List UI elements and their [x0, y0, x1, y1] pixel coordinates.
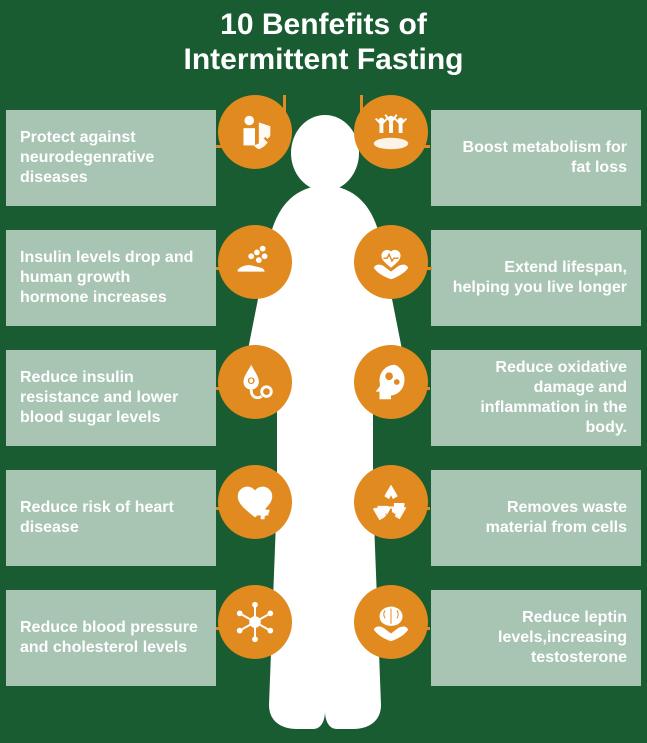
- benefit-text: Removes waste material from cells: [445, 498, 627, 538]
- svg-text:O: O: [247, 376, 255, 387]
- benefit-text: Reduce insulin resistance and lower bloo…: [20, 368, 202, 428]
- title: 10 Benfefits of Intermittent Fasting: [0, 8, 647, 77]
- blood-drop-stethoscope-icon: O: [218, 345, 292, 419]
- title-line2: Intermittent Fasting: [0, 43, 647, 78]
- hand-pills-icon: [218, 225, 292, 299]
- benefit-box-left-3: Reduce insulin resistance and lower bloo…: [6, 350, 216, 446]
- benefit-box-right-2: Extend lifespan, helping you live longer: [431, 230, 641, 326]
- benefit-text: Insulin levels drop and human growth hor…: [20, 248, 202, 308]
- heart-plus-icon: [218, 465, 292, 539]
- benefit-box-left-5: Reduce blood pressure and cholesterol le…: [6, 590, 216, 686]
- benefit-text: Reduce oxidative damage and inflammation…: [445, 358, 627, 438]
- benefit-text: Extend lifespan, helping you live longer: [445, 258, 627, 298]
- benefit-text: Reduce blood pressure and cholesterol le…: [20, 618, 202, 658]
- benefit-box-right-3: Reduce oxidative damage and inflammation…: [431, 350, 641, 446]
- hands-heart-pulse-icon: [354, 225, 428, 299]
- benefit-text: Reduce risk of heart disease: [20, 498, 202, 538]
- benefit-text: Boost metabolism for fat loss: [445, 138, 627, 178]
- network-dots-icon: [218, 585, 292, 659]
- benefit-text: Protect against neurodegenrative disease…: [20, 128, 202, 188]
- benefit-box-left-1: Protect against neurodegenrative disease…: [6, 110, 216, 206]
- shield-person-icon: [218, 95, 292, 169]
- benefit-box-left-2: Insulin levels drop and human growth hor…: [6, 230, 216, 326]
- recycle-icon: [354, 465, 428, 539]
- benefit-text: Reduce leptin levels,increasing testoste…: [445, 608, 627, 668]
- head-gears-icon: [354, 345, 428, 419]
- hands-brain-icon: [354, 585, 428, 659]
- benefit-box-right-4: Removes waste material from cells: [431, 470, 641, 566]
- people-exercise-icon: [354, 95, 428, 169]
- title-line1: 10 Benfefits of: [0, 8, 647, 43]
- benefit-box-left-4: Reduce risk of heart disease: [6, 470, 216, 566]
- benefit-box-right-5: Reduce leptin levels,increasing testoste…: [431, 590, 641, 686]
- benefit-box-right-1: Boost metabolism for fat loss: [431, 110, 641, 206]
